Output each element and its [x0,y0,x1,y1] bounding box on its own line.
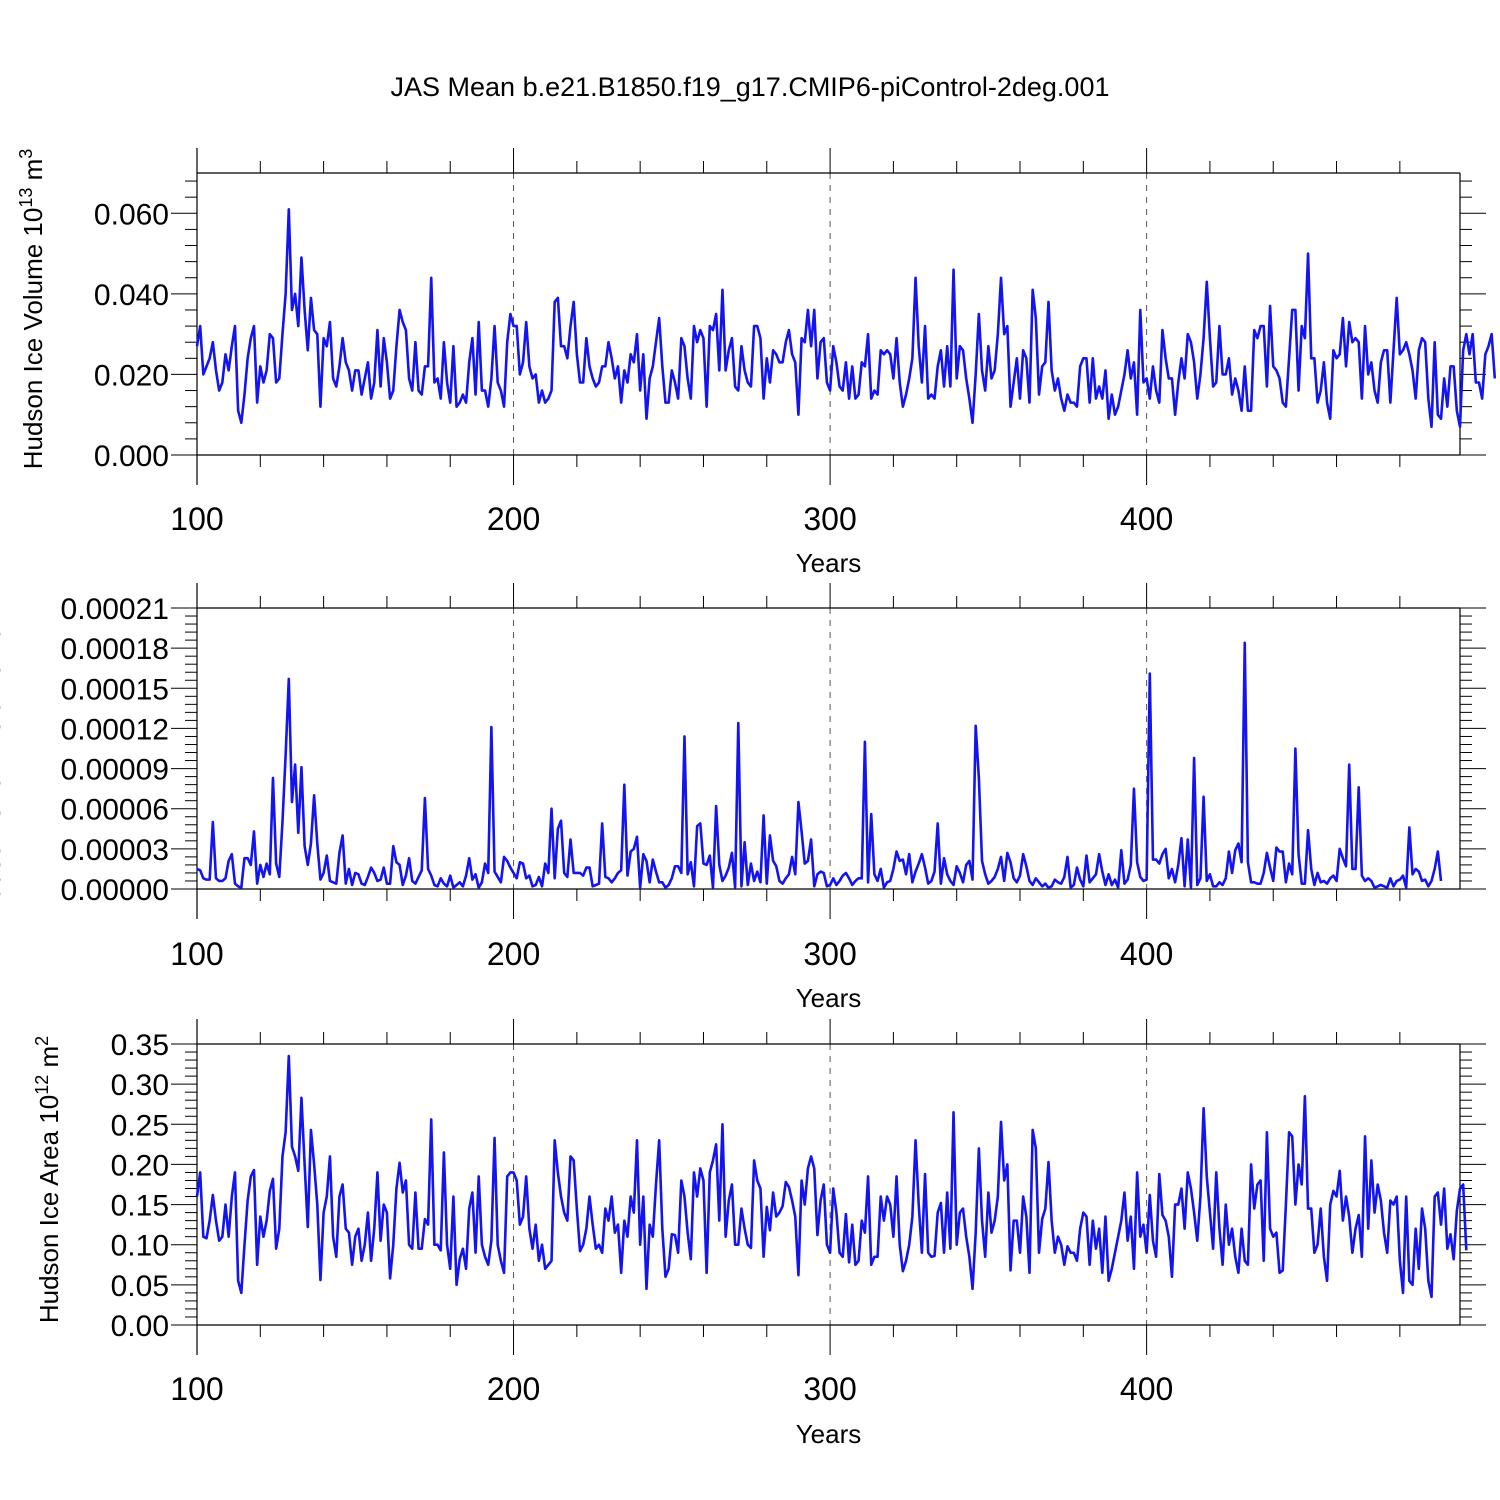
y-axis-title-text: m [0,578,6,607]
y-axis-title-text: m [34,1046,64,1075]
x-axis-title: Years [796,983,862,1013]
series-line [195,1054,1468,1299]
x-tick-label: 400 [1120,1371,1173,1407]
y-tick-label: 0.00000 [61,874,169,907]
figure-title-text: JAS Mean b.e21.B1850.f19_g17.CMIP6-piCon… [390,72,1110,102]
y-tick-label: 0.020 [94,359,169,392]
x-tick-label: 300 [803,1371,856,1407]
panel-1: 0.000 0.020 0.040 0.060 100 200 300 400 Years Hud… [16,148,1497,578]
x-tick-label: 300 [803,501,856,537]
y-tick-label: 0.15 [111,1190,169,1223]
x-tick-label: 100 [170,936,223,972]
y-tick-label: 0.00009 [61,754,169,787]
y-axis-title-text: Hudson Ice Area 10 [34,1095,64,1323]
y-axis-title-superscript: 2 [32,1036,52,1046]
y-tick-label: 0.040 [94,279,169,312]
x-tick-label: 100 [170,1371,223,1407]
y-tick-label: 0.25 [111,1109,169,1142]
y-tick-label: 0.35 [111,1029,169,1062]
y-tick-label: 0.10 [111,1230,169,1263]
y-tick-label: 0.00021 [61,593,169,626]
x-tick-label: 200 [487,501,540,537]
y-axis-title-text: Hudson Snow Volume 10 [0,627,6,919]
x-tick-label: 400 [1120,501,1173,537]
y-tick-label: 0.00 [111,1310,169,1343]
y-tick-label: 0.00015 [61,673,169,706]
x-tick-label: 100 [170,501,223,537]
y-tick-label: 0.060 [94,198,169,231]
y-axis-title: Hudson Ice Area 1012 m2 [32,1036,64,1323]
y-axis-title-text: Hudson Ice Volume 10 [18,208,48,470]
y-tick-label: 0.000 [94,440,169,473]
x-tick-label: 300 [803,936,856,972]
y-tick-label: 0.30 [111,1069,169,1102]
x-tick-label: 200 [487,1371,540,1407]
series-line [195,207,1497,429]
y-tick-label: 0.00006 [61,794,169,827]
y-tick-label: 0.00012 [61,713,169,746]
y-tick-label: 0.00003 [61,834,169,867]
panel-3: 0.00 0.05 0.10 0.15 0.20 0.25 0.30 0.35 100 200 30… [32,1019,1486,1449]
figure-title: JAS Mean b.e21.B1850.f19_g17.CMIP6-piCon… [0,72,1500,103]
y-axis-title-superscript: 12 [32,1075,52,1095]
y-axis-title-text: m [18,159,48,188]
y-tick-label: 0.20 [111,1149,169,1182]
x-axis-title: Years [796,548,862,578]
y-axis-title-superscript: 3 [16,149,36,159]
x-axis-title: Years [796,1419,862,1449]
series-line [196,641,1443,889]
y-axis-title: Hudson Ice Volume 1013 m3 [16,149,48,470]
y-tick-label: 0.00018 [61,633,169,666]
y-axis-title-superscript: 13 [16,188,36,208]
panel-2: 0.00000 0.00003 0.00006 0.00009 0.00012 0.000… [0,568,1486,1013]
x-tick-label: 400 [1120,936,1173,972]
y-tick-label: 0.05 [111,1270,169,1303]
y-axis-title: Hudson Snow Volume 1013 m3 [0,568,6,919]
x-tick-label: 200 [487,936,540,972]
